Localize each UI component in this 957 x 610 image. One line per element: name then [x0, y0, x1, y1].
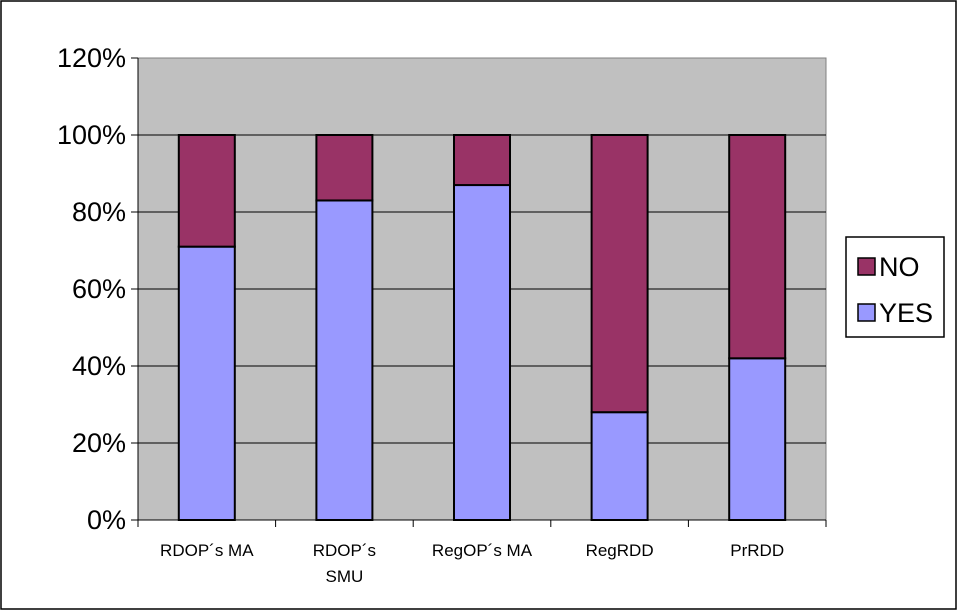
legend: NO YES [845, 236, 945, 338]
bars [177, 134, 787, 522]
x-tick-label: RDOP´s MA [160, 541, 254, 560]
axes [131, 57, 827, 527]
x-tick-label: RegOP´s MA [432, 541, 533, 560]
bar-no [590, 134, 649, 414]
x-tick-label: RegRDD [586, 541, 654, 560]
bar-yes [453, 184, 511, 522]
y-tick-label: 40% [72, 351, 126, 381]
x-tick-labels: RDOP´s MA RDOP´s SMU RegOP´s MA RegRDD PrRDD [160, 541, 784, 586]
x-tick-label: RDOP´s SMU [313, 541, 376, 586]
legend-swatch-yes [857, 303, 876, 322]
bar-yes [177, 245, 236, 521]
bar-no [315, 134, 374, 202]
bar-yes [728, 357, 787, 521]
bar-no [728, 134, 787, 360]
bar-no [453, 134, 511, 187]
y-tick-label: 0% [87, 505, 126, 535]
legend-swatch-no [857, 257, 876, 276]
y-tick-label: 120% [57, 43, 126, 73]
y-tick-label: 100% [57, 120, 126, 150]
y-tick-labels: 0% 20% 40% 60% 80% 100% 120% [57, 43, 126, 535]
bar-yes [315, 199, 374, 521]
y-tick-label: 60% [72, 274, 126, 304]
bar-yes [590, 411, 649, 522]
y-tick-label: 80% [72, 197, 126, 227]
x-tick-label: PrRDD [730, 541, 784, 560]
y-tick-label: 20% [72, 428, 126, 458]
legend-label-no: NO [879, 252, 920, 282]
bar-no [177, 134, 236, 248]
legend-label-yes: YES [879, 298, 933, 328]
